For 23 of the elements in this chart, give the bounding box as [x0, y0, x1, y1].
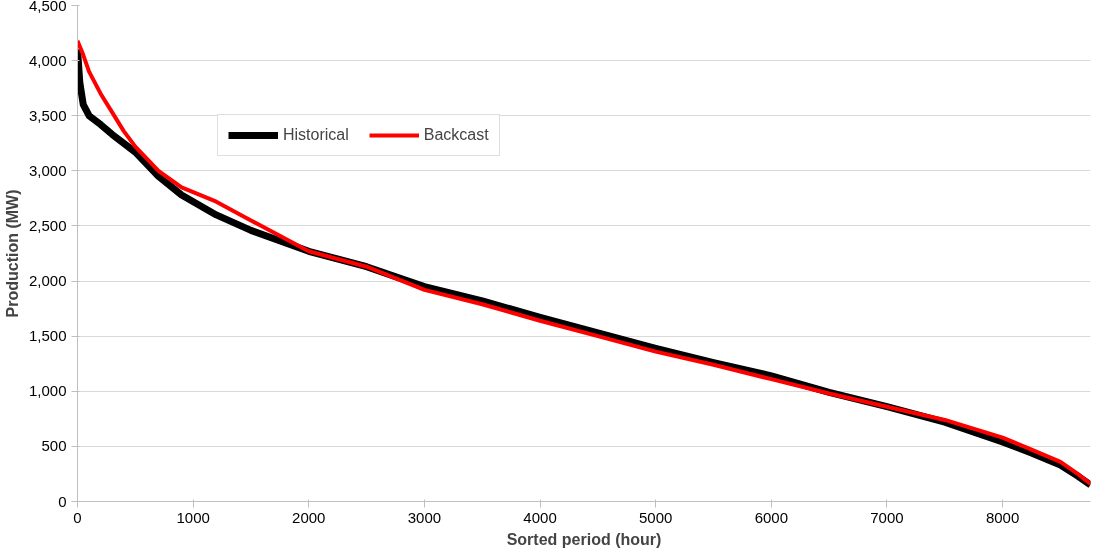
y-tick-label: 3,500 [28, 106, 67, 124]
y-tick-label: 2,500 [28, 216, 67, 234]
legend-label: Backcast [423, 126, 489, 144]
y-tick-label: 2,000 [28, 272, 67, 290]
x-axis-title: Sorted period (hour) [506, 530, 662, 548]
y-tick-label: 4,500 [28, 0, 67, 14]
x-tick-label: 4000 [523, 508, 557, 526]
x-tick-label: 5000 [639, 508, 673, 526]
x-tick-label: 1000 [176, 508, 210, 526]
x-tick-label: 3000 [407, 508, 442, 526]
y-tick-label: 0 [58, 492, 67, 510]
y-tick-label: 1,500 [28, 327, 67, 345]
x-tick-label: 2000 [292, 508, 326, 526]
y-tick-label: 4,000 [28, 51, 67, 69]
y-axis-title: Production (MW) [3, 189, 21, 318]
y-tick-label: 500 [41, 437, 67, 455]
x-tick-label: 6000 [754, 508, 789, 526]
y-tick-label: 3,000 [28, 161, 67, 179]
x-tick-label: 7000 [870, 508, 904, 526]
x-tick-label: 8000 [985, 508, 1020, 526]
y-tick-label: 1,000 [28, 382, 67, 400]
legend-label: Historical [283, 126, 349, 144]
x-tick-label: 0 [73, 508, 82, 526]
